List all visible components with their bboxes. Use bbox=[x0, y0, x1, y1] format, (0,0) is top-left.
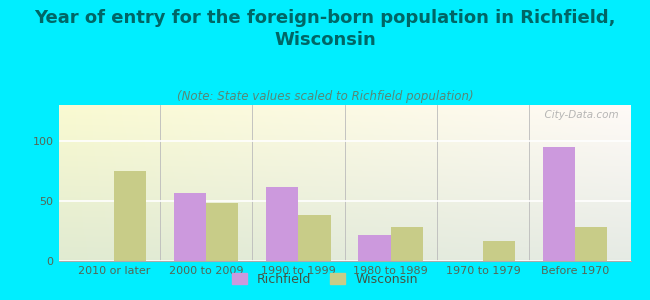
Legend: Richfield, Wisconsin: Richfield, Wisconsin bbox=[227, 268, 422, 291]
Bar bbox=[206, 203, 239, 261]
Bar bbox=[575, 227, 608, 261]
Bar bbox=[114, 171, 146, 261]
Bar bbox=[358, 235, 391, 261]
Bar bbox=[298, 215, 331, 261]
Text: City-Data.com: City-Data.com bbox=[538, 110, 619, 120]
Bar bbox=[543, 147, 575, 261]
Bar bbox=[266, 187, 298, 261]
Bar bbox=[174, 193, 206, 261]
Text: Year of entry for the foreign-born population in Richfield,
Wisconsin: Year of entry for the foreign-born popul… bbox=[34, 9, 616, 49]
Bar bbox=[483, 241, 515, 261]
Text: (Note: State values scaled to Richfield population): (Note: State values scaled to Richfield … bbox=[177, 90, 473, 103]
Bar bbox=[391, 227, 423, 261]
